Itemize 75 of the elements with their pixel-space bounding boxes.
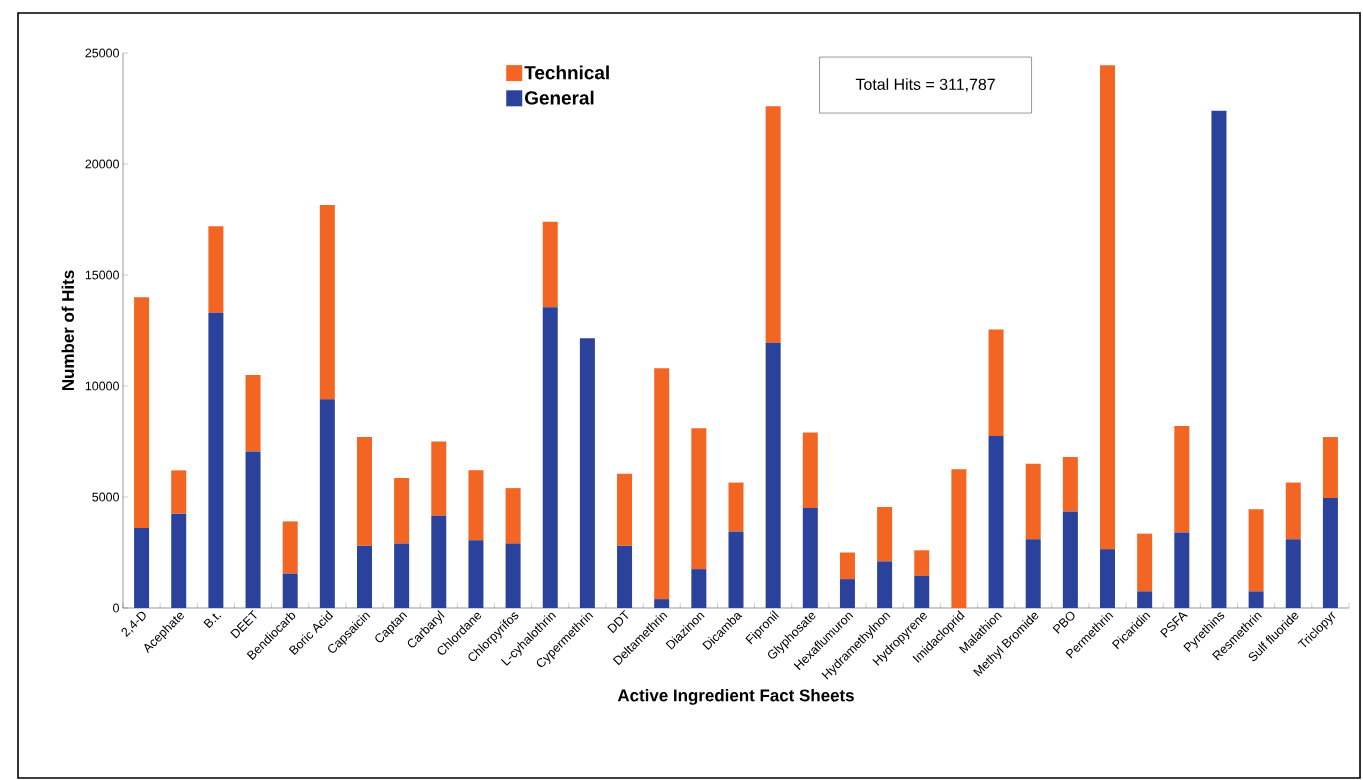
- bar: [1174, 532, 1190, 608]
- annotation: Total Hits = 311,787: [855, 78, 995, 92]
- legend-label: General: [525, 90, 594, 105]
- bar: [1285, 539, 1301, 608]
- bar: [1174, 425, 1190, 533]
- bar: [951, 469, 967, 608]
- bar: [691, 428, 707, 570]
- bar: [839, 579, 855, 608]
- bar: [988, 435, 1004, 608]
- bar: [542, 221, 558, 308]
- bar: [208, 226, 224, 313]
- bar: [282, 521, 298, 574]
- bar: [1322, 498, 1338, 608]
- bar: [319, 205, 335, 400]
- bar: [765, 106, 781, 343]
- bar: [617, 545, 633, 608]
- y-tick-label: 15000: [85, 270, 119, 280]
- bar: [1211, 110, 1227, 608]
- bar: [1248, 509, 1264, 592]
- bar: [356, 437, 372, 546]
- bar: [1062, 511, 1078, 608]
- bar: [1100, 549, 1116, 608]
- bar: [208, 312, 224, 608]
- bar: [617, 473, 633, 546]
- bar: [802, 432, 818, 509]
- bar: [654, 599, 670, 608]
- bar: [877, 506, 893, 562]
- bar: [134, 528, 150, 608]
- bar: [356, 545, 372, 608]
- legend-label: Technical: [524, 65, 609, 80]
- bar: [1137, 591, 1153, 608]
- bar: [245, 374, 261, 452]
- bar: [914, 550, 930, 576]
- bar: [468, 540, 484, 608]
- y-axis-title: Number of Hits: [61, 270, 75, 391]
- bar: [1025, 463, 1041, 540]
- bar: [579, 338, 595, 608]
- bar: [245, 451, 261, 608]
- bar: [802, 508, 818, 608]
- bar: [1322, 437, 1338, 499]
- bar: [1100, 65, 1116, 550]
- bar: [1137, 533, 1153, 592]
- bar: [877, 561, 893, 608]
- x-axis-title: Active Ingredient Fact Sheets: [617, 688, 854, 705]
- bar: [431, 441, 447, 516]
- bar: [319, 399, 335, 608]
- bar: [505, 488, 521, 544]
- bar: [728, 482, 744, 532]
- bar: [171, 470, 187, 514]
- bar: [282, 573, 298, 608]
- bar: [691, 569, 707, 608]
- bar: [1248, 591, 1264, 608]
- bar: [394, 543, 410, 608]
- y-tick-label: 0: [113, 603, 119, 613]
- bar: [468, 470, 484, 541]
- y-tick-label: 25000: [85, 48, 119, 58]
- bar: [1285, 482, 1301, 540]
- bar: [134, 297, 150, 529]
- bar: [431, 515, 447, 608]
- bar: [1062, 457, 1078, 512]
- y-tick-label: 20000: [85, 159, 119, 169]
- x-tick-label: B.t.: [203, 613, 222, 629]
- bar: [839, 552, 855, 580]
- bar: [728, 531, 744, 608]
- bar: [988, 329, 1004, 436]
- y-tick-label: 5000: [92, 492, 119, 502]
- bar: [394, 478, 410, 544]
- bar: [1025, 539, 1041, 608]
- bar: [765, 342, 781, 608]
- bar: [542, 307, 558, 608]
- bar: [654, 368, 670, 600]
- bar: [505, 543, 521, 608]
- y-tick-label: 10000: [85, 381, 119, 391]
- bar: [914, 575, 930, 608]
- bar: [171, 513, 187, 608]
